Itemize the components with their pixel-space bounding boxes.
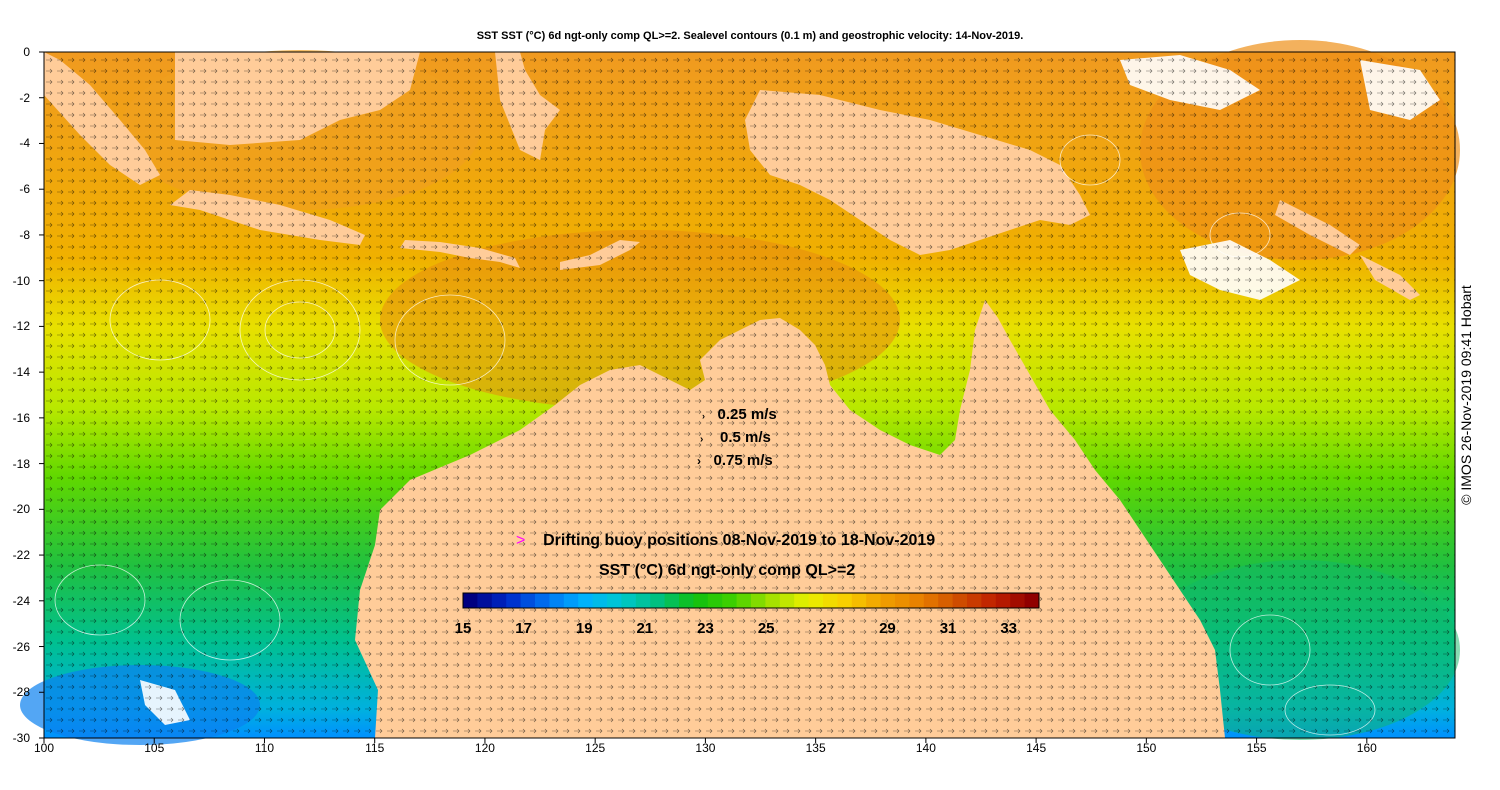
colorbar-swatch [823,593,838,608]
colorbar-swatch [938,593,954,608]
y-tick-label: -6 [19,182,30,197]
colorbar-tick-label: 23 [697,620,714,637]
x-tick-label: 150 [1136,741,1157,755]
colorbar-tick-label: 17 [515,620,532,637]
colorbar-swatch [535,593,550,608]
colorbar-swatch [578,593,594,608]
colorbar-swatch [995,593,1011,608]
x-tick-label: 130 [695,741,716,755]
y-tick-label: -4 [19,136,30,151]
colorbar-tick-label: 19 [575,620,593,637]
colorbar-tick-label: 15 [454,620,472,637]
colorbar-swatch [707,593,723,608]
x-tick-label: 160 [1356,741,1377,755]
colorbar-swatch [967,593,982,608]
colorbar-swatch [751,593,766,608]
colorbar-swatch [520,593,536,608]
x-tick-label: 155 [1246,741,1267,755]
y-tick-label: -26 [12,639,30,654]
colorbar-swatch [722,593,738,608]
x-tick-label: 110 [254,741,275,755]
buoy-marker-icon: > [516,532,526,549]
colorbar-swatch [549,593,565,608]
colorbar-tick-label: 27 [818,620,836,637]
y-tick-label: 0 [23,45,30,59]
colorbar-swatch [981,593,997,608]
velocity-arrows [44,52,1455,738]
colorbar-swatch [693,593,709,608]
colorbar-swatch [664,593,680,608]
colorbar-swatch [635,593,651,608]
colorbar-swatch [679,593,694,608]
y-tick-label: -18 [12,456,30,471]
colorbar-swatch [1024,593,1040,608]
colorbar-swatch [563,593,579,608]
x-tick-label: 125 [585,741,606,755]
x-tick-label: 115 [365,741,385,755]
colorbar-swatch [592,593,608,608]
colorbar-tick-label: 25 [757,620,775,637]
y-tick-label: -8 [19,227,30,242]
colorbar-tick-label: 31 [939,620,957,637]
x-tick-label: 105 [144,741,165,755]
x-tick-label: 100 [33,741,55,755]
colorbar-tick-label: 21 [636,620,654,637]
colorbar-swatch [779,593,795,608]
y-tick-label: -14 [12,365,30,380]
colorbar-swatch [794,593,810,608]
colorbar-swatch [506,593,522,608]
x-tick-label: 145 [1026,741,1047,755]
colorbar-swatch [808,593,824,608]
y-tick-label: -24 [12,593,30,608]
colorbar-label: SST (°C) 6d ngt-only comp QL>=2 [599,562,856,579]
colorbar-tick-label: 33 [1000,620,1018,637]
page-title: SST SST (°C) 6d ngt-only comp QL>=2. Sea… [476,30,1024,42]
colorbar-swatch [895,593,910,608]
imos-credit: © IMOS 26-Nov-2019 09:41 Hobart [1458,285,1474,505]
colorbar-swatch [880,593,896,608]
colorbar-swatch [650,593,666,608]
colorbar-swatch [765,593,781,608]
velocity-legend-1: › 0.25 m/s [702,406,777,423]
velocity-legend-3: › 0.75 m/s [697,452,773,469]
y-tick-label: -20 [12,502,30,517]
y-tick-label: -2 [19,90,30,105]
y-tick-label: -12 [12,319,30,334]
colorbar-swatch [866,593,882,608]
y-tick-label: -22 [12,548,30,563]
sealevel-contours [54,134,1376,736]
colorbar-swatch [952,593,968,608]
velocity-legend-2: › 0.5 m/s [700,429,771,446]
colorbar-swatch [909,593,925,608]
colorbar-swatch [923,593,939,608]
colorbar-swatch [1010,593,1026,608]
x-tick-label: 135 [805,741,826,755]
x-tick-label: 120 [474,741,495,755]
colorbar-tick-label: 29 [879,620,896,637]
colorbar-swatch [851,593,867,608]
y-tick-label: -28 [12,685,30,700]
colorbar-swatch [477,593,493,608]
colorbar-swatch [463,593,478,608]
y-tick-label: -16 [12,410,30,425]
colorbar-swatch [491,593,507,608]
colorbar-swatch [607,593,622,608]
colorbar-swatch [736,593,752,608]
colorbar-swatch [621,593,637,608]
y-tick-label: -10 [12,273,30,288]
x-tick-label: 140 [915,741,936,755]
sst-colorbar [463,593,1040,608]
buoy-legend: > Drifting buoy positions 08-Nov-2019 to… [516,532,936,549]
y-tick-label: -30 [12,731,30,745]
colorbar-swatch [837,593,853,608]
